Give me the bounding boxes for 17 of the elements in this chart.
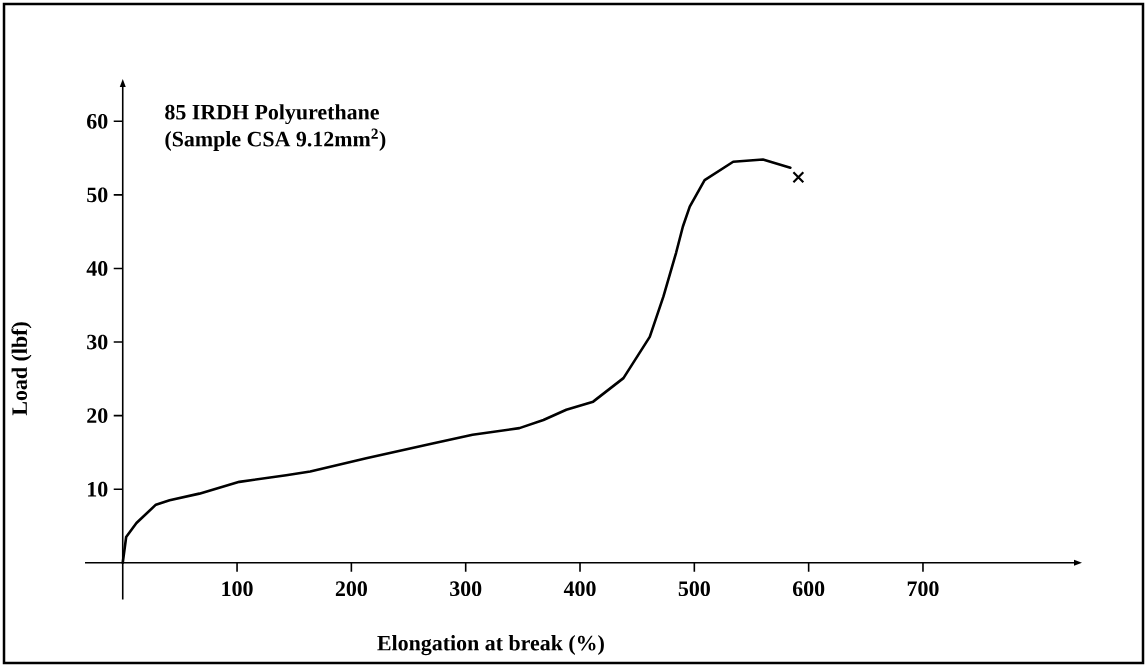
annotation: (Sample CSA 9.12mm$^{2}$) <box>165 128 386 151</box>
y-tick-label: 50 <box>87 187 108 203</box>
y-tick-label: 30 <box>87 334 108 350</box>
annotation: 85 IRDH Polyurethane <box>165 104 379 125</box>
x-axis-title: Elongation at break (%) <box>377 635 604 656</box>
x-tick-label: 300 <box>450 581 482 597</box>
x-tick-label: 100 <box>222 581 253 597</box>
x-tick-label: 700 <box>907 581 939 597</box>
y-tick-label: 20 <box>87 408 108 424</box>
x-tick-label: 400 <box>563 581 596 597</box>
x-tick-label: 500 <box>678 581 710 597</box>
y-tick-label: 40 <box>86 261 108 276</box>
x-tick-label: 600 <box>792 581 825 597</box>
y-axis-title: Load (lbf) <box>11 322 32 416</box>
y-tick-label: 60 <box>87 113 108 129</box>
x-tick-label: 200 <box>335 581 367 597</box>
y-tick-label: 10 <box>88 481 108 497</box>
